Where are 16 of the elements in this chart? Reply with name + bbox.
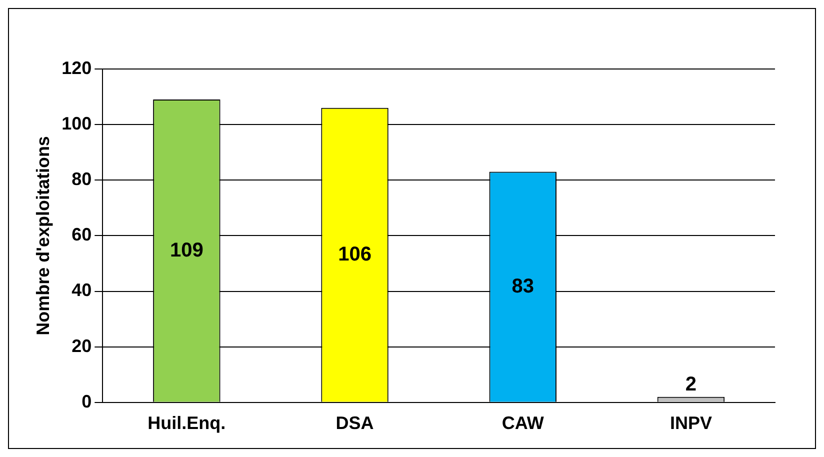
y-tick-label: 20 — [72, 336, 92, 356]
data-label: 106 — [338, 244, 372, 266]
y-tick-label: 60 — [72, 224, 92, 245]
x-tick-label: INPV — [670, 413, 712, 434]
x-tick-label: Huil.Enq. — [148, 413, 226, 434]
y-tick-label: 40 — [72, 280, 92, 300]
x-tick-label: CAW — [502, 413, 544, 434]
y-axis-title: Nombre d'exploitations — [32, 136, 53, 336]
y-tick-label: 80 — [72, 169, 92, 190]
data-label: 83 — [512, 276, 534, 298]
data-label: 2 — [685, 373, 697, 396]
y-tick-label: 120 — [62, 58, 92, 78]
data-label: 109 — [170, 239, 204, 262]
x-tick-label: DSA — [336, 413, 374, 434]
y-tick-label: 0 — [82, 391, 92, 412]
y-tick-label: 100 — [62, 114, 92, 134]
